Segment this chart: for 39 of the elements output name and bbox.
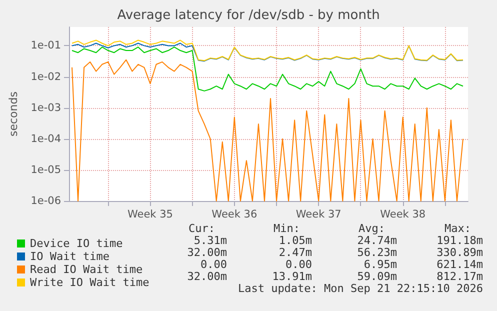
x-tick-label: Week 35	[127, 208, 173, 220]
y-tick-label: 1e-02	[30, 70, 61, 83]
y-tick-label: 1e-01	[30, 40, 61, 52]
x-tick-label: Week 37	[296, 208, 342, 220]
text: 32.00m	[187, 246, 227, 259]
y-tick-label: 1e-06	[30, 195, 62, 207]
text: 13.91m	[272, 270, 312, 283]
text: 330.89m	[436, 246, 483, 259]
y-axis-title: seconds	[7, 91, 20, 136]
text: 32.00m	[187, 270, 227, 283]
text: 59.09m	[357, 270, 397, 283]
text: 0.00	[200, 258, 227, 271]
text: Max:	[444, 222, 471, 235]
chart-title: Average latency for /dev/sdb - by month	[117, 8, 380, 23]
text: 5.31m	[194, 234, 227, 247]
y-tick-label: 1e-05	[30, 164, 61, 176]
x-tick-label: Week 38	[380, 208, 426, 220]
text: 2.47m	[278, 246, 312, 259]
text: 6.95m	[364, 258, 397, 271]
legend-label: Device IO time	[30, 237, 123, 250]
legend-label: Read IO Wait time	[30, 263, 143, 276]
text: 0.00	[286, 258, 312, 271]
y-tick-label: 1e-03	[30, 102, 61, 114]
text: 812.17m	[436, 270, 483, 283]
text: Avg:	[358, 222, 385, 235]
text: Min:	[274, 222, 300, 235]
x-tick-label: Week 36	[212, 208, 258, 220]
line-series	[72, 46, 464, 92]
text: 191.18m	[436, 234, 483, 247]
y-tick-label: 1e-04	[30, 132, 62, 145]
text: 56.23m	[357, 246, 397, 259]
line-series	[72, 59, 464, 202]
text: 1.05m	[278, 234, 312, 247]
legend-label: IO Wait time	[30, 250, 110, 263]
text: 621.14m	[436, 258, 483, 271]
text: 24.74m	[357, 234, 397, 247]
legend-label: Write IO Wait time	[30, 276, 150, 289]
text: Cur:	[188, 222, 215, 235]
text: Last update: Mon Sep 21 22:15:10 2026	[238, 282, 483, 295]
